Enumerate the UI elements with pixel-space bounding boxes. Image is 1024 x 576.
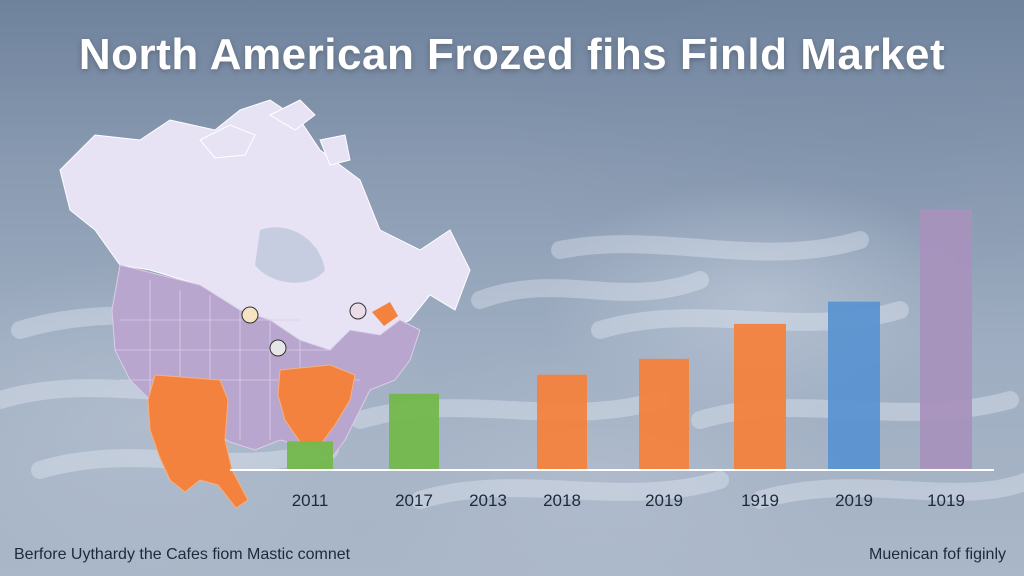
north-america-map	[59, 99, 471, 509]
footer-left-caption: Berfore Uythardy the Cafes fiom Mastic c…	[14, 546, 351, 563]
marker-icon	[349, 302, 367, 320]
canada-landmass	[59, 99, 471, 351]
x-tick-label: 2018	[543, 491, 581, 510]
x-tick-label: 2011	[292, 491, 329, 510]
marker-icon	[241, 306, 259, 324]
bar-5	[734, 323, 786, 470]
bar-3	[537, 374, 587, 470]
alaska-highlight	[147, 374, 249, 509]
x-tick-label: 2017	[395, 491, 433, 510]
bar-6	[828, 301, 880, 470]
bar-1	[389, 393, 439, 470]
northeast-highlight	[372, 302, 398, 326]
bar-0	[287, 441, 333, 470]
arctic-islands	[199, 99, 351, 166]
x-tick-label: 2019	[835, 491, 873, 510]
southeast-highlight	[277, 364, 356, 446]
page-title: North American Frozed fihs Finld Market	[78, 30, 946, 79]
x-tick-label: 2019	[645, 491, 683, 510]
x-tick-label: 1919	[741, 491, 779, 510]
hudson-bay	[255, 227, 325, 283]
x-tick-label: 2013	[469, 491, 507, 510]
bar-4	[639, 358, 689, 470]
bar-7	[920, 209, 972, 470]
footer-right-caption: Muenican fof figinly	[869, 546, 1006, 563]
marker-icon	[269, 339, 287, 357]
state-borders	[115, 280, 360, 445]
x-tick-label: 1019	[927, 491, 965, 510]
